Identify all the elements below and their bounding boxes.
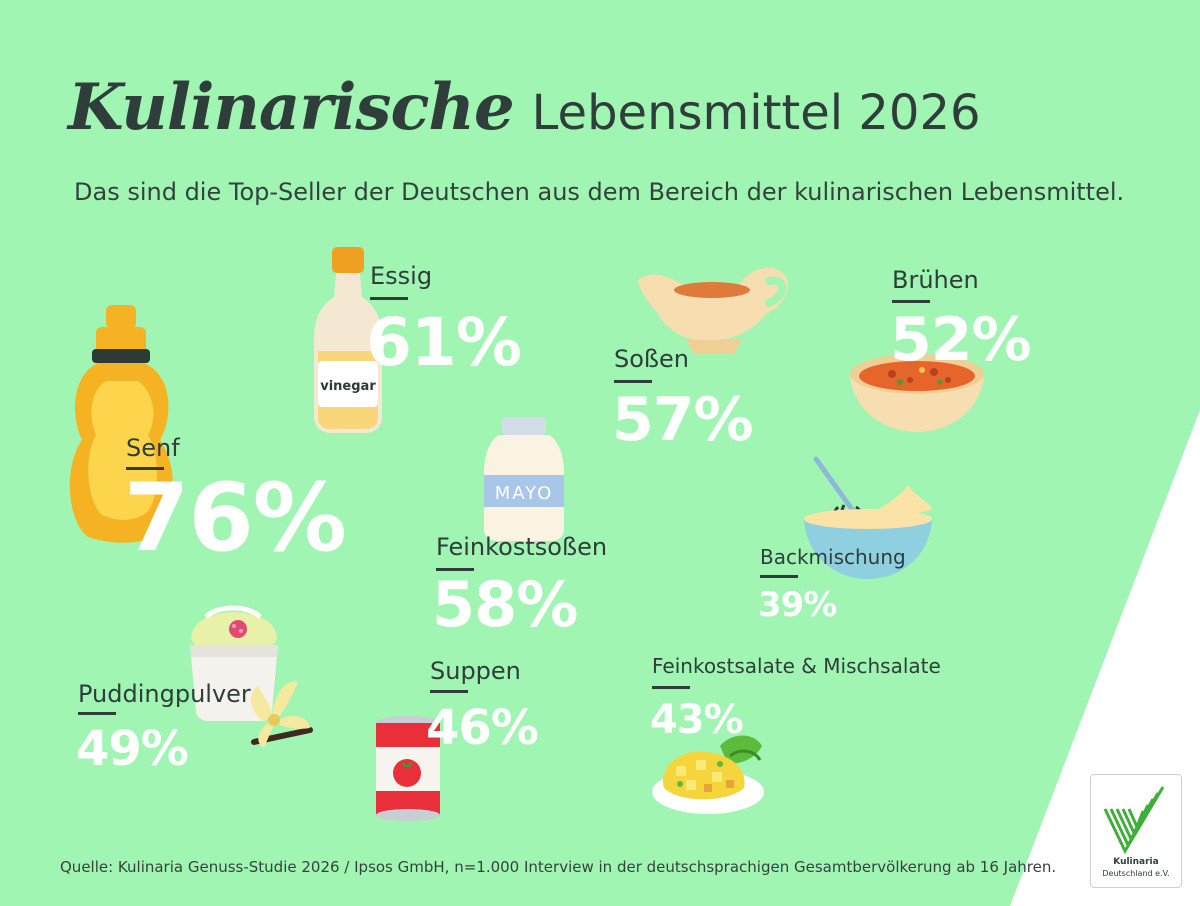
sossen-label: Soßen bbox=[614, 345, 690, 373]
vinegar-icon-text: vinegar bbox=[320, 379, 376, 394]
mustard-bottle-icon bbox=[69, 305, 174, 543]
salad-plate-icon bbox=[652, 735, 764, 814]
title-script: Kulinarische bbox=[68, 70, 515, 145]
mayo-icon-text: MAYO bbox=[495, 483, 554, 504]
essig-dash bbox=[370, 297, 408, 300]
suppen-dash bbox=[430, 690, 468, 693]
feinkostsossen-value: 58% bbox=[432, 568, 578, 641]
page-subtitle: Das sind die Top-Seller der Deutschen au… bbox=[74, 178, 1125, 206]
mayo-jar-icon: MAYO bbox=[484, 417, 564, 541]
puddingpulver-value: 49% bbox=[76, 721, 189, 777]
soup-bowl-icon bbox=[850, 354, 984, 432]
tomato-can-icon bbox=[376, 716, 440, 821]
logo-text-line2: Deutschland e.V. bbox=[1102, 869, 1170, 878]
sossen-dash bbox=[614, 380, 652, 383]
essig-value: 61% bbox=[366, 304, 522, 381]
suppen-value: 46% bbox=[426, 700, 539, 756]
vinegar-bottle-icon: vinegar bbox=[314, 247, 382, 433]
puddingpulver-label: Puddingpulver bbox=[78, 680, 251, 708]
puddingpulver-dash bbox=[78, 712, 116, 715]
page-title: Kulinarische Lebensmittel 2026 bbox=[68, 70, 981, 145]
mixing-bowl-icon bbox=[804, 456, 932, 579]
backmischung-dash bbox=[760, 575, 798, 578]
senf-dash bbox=[126, 467, 164, 470]
bruehen-value: 52% bbox=[890, 305, 1032, 375]
gravy-boat-icon bbox=[638, 267, 788, 354]
feinkostsalate-label: Feinkostsalate & Mischsalate bbox=[652, 654, 941, 678]
feinkostsossen-label: Feinkostsoßen bbox=[436, 533, 608, 561]
senf-value: 76% bbox=[124, 464, 347, 573]
backmischung-label: Backmischung bbox=[760, 545, 906, 569]
feinkostsalate-value: 43% bbox=[650, 697, 744, 743]
suppen-label: Suppen bbox=[430, 657, 521, 685]
essig-label: Essig bbox=[370, 262, 433, 290]
sossen-value: 57% bbox=[612, 385, 754, 455]
vanilla-flower-icon bbox=[250, 681, 313, 748]
feinkostsalate-dash bbox=[652, 686, 690, 689]
title-rest: Lebensmittel 2026 bbox=[531, 85, 981, 141]
kulinaria-logo: Kulinaria Deutschland e.V. bbox=[1090, 774, 1182, 888]
bruehen-dash bbox=[892, 300, 930, 303]
checkmark-logo-icon bbox=[1103, 786, 1165, 855]
backmischung-value: 39% bbox=[758, 585, 837, 625]
source-note: Quelle: Kulinaria Genuss-Studie 2026 / I… bbox=[60, 858, 1057, 876]
bruehen-label: Brühen bbox=[892, 266, 979, 294]
senf-label: Senf bbox=[126, 434, 180, 462]
feinkostsossen-dash bbox=[436, 568, 474, 571]
logo-text-line1: Kulinaria bbox=[1113, 857, 1159, 867]
